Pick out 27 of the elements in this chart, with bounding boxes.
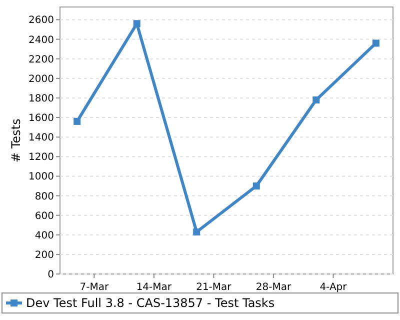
point [312,96,320,104]
point [193,228,200,236]
y-tick-label: 1400 [28,132,54,144]
x-tick-label: 28-Mar [256,282,292,293]
x-tick-label: 4-Apr [320,282,348,293]
y-tick-label: 1000 [28,172,54,183]
y-tick-label: 2200 [28,54,54,66]
y-tick-label: 1600 [28,113,54,124]
y-tick-label: 2400 [28,34,54,46]
y-tick-label: 400 [34,230,54,242]
y-tick-label: 0 [48,270,54,280]
point [133,20,140,28]
point [252,182,260,190]
y-tick-label: 600 [34,210,54,222]
y-tick-label: 800 [34,191,54,202]
y-tick-label: 2000 [28,74,54,85]
y-tick-label: 200 [34,250,54,261]
y-tick-label: 1200 [28,152,54,164]
y-axis-title: # Tests [9,118,23,162]
y-tick-label: 1800 [28,93,54,104]
legend-label: Dev Test Full 3.8 - CAS-13857 - Test Tasks [26,296,275,310]
point [372,40,380,47]
x-tick-label: 7-Mar [80,282,110,293]
x-tick-label: 14-Mar [136,282,172,293]
point [74,118,81,125]
x-tick-label: 21-Mar [196,282,232,293]
y-tick-label: 2600 [28,15,54,26]
